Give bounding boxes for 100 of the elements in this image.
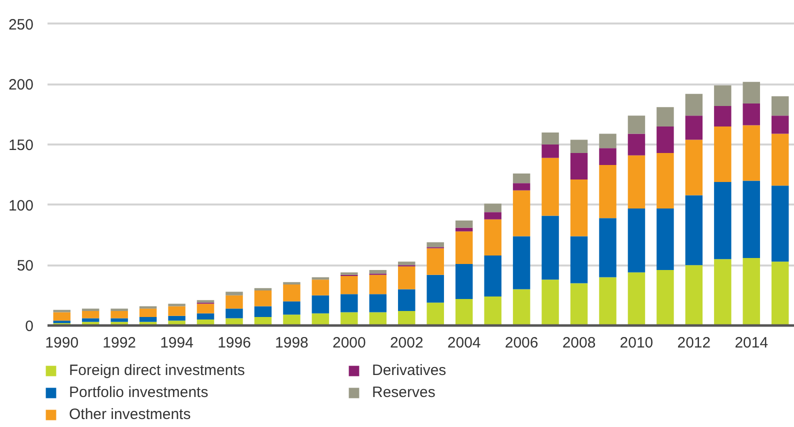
bar (455, 228, 473, 232)
x-tick-label: 2000 (332, 334, 366, 352)
legend-label: Foreign direct investments (69, 361, 245, 379)
bar (628, 116, 646, 134)
bar (139, 317, 157, 322)
bar (283, 301, 300, 315)
bar (110, 318, 128, 322)
bar (426, 274, 444, 303)
bar (139, 306, 157, 309)
bar (426, 248, 444, 275)
bar (742, 180, 760, 258)
bar (772, 186, 789, 262)
bar (542, 144, 559, 158)
bar (570, 180, 588, 236)
bar (742, 125, 760, 181)
bar (455, 298, 473, 326)
bar (685, 140, 703, 196)
bar (772, 116, 789, 134)
bar (599, 165, 616, 218)
bar (628, 134, 646, 156)
bar (714, 126, 732, 182)
bar (254, 290, 272, 306)
bar (484, 212, 502, 220)
bar (542, 132, 559, 145)
bar (599, 134, 616, 148)
bar (685, 265, 703, 326)
bar (369, 274, 387, 294)
x-tick-label: 2008 (562, 334, 596, 352)
bar (312, 280, 330, 296)
bar (628, 208, 646, 272)
y-tick-label: 0 (25, 318, 34, 335)
x-tick-label: 2012 (677, 334, 711, 352)
bar (742, 258, 760, 326)
bar (685, 116, 703, 140)
bar (312, 313, 330, 326)
x-tick-label: 2006 (504, 334, 538, 352)
bar (542, 280, 559, 326)
bar (53, 312, 70, 321)
bar (283, 314, 300, 326)
bar (570, 140, 588, 153)
bar (656, 270, 674, 326)
bar (312, 277, 330, 280)
bar (628, 272, 646, 326)
bar (82, 318, 100, 322)
bar (570, 283, 588, 326)
bar (340, 294, 358, 312)
x-tick-label: 1998 (275, 334, 308, 352)
bar (398, 289, 416, 312)
bar (628, 155, 646, 208)
legend-label: Other investments (69, 405, 191, 423)
bar (512, 236, 530, 290)
bar (599, 218, 616, 278)
bar (714, 85, 732, 106)
bar (599, 277, 616, 326)
bar (714, 182, 732, 260)
bar (426, 242, 444, 248)
bar (656, 152, 674, 208)
bar (254, 306, 272, 318)
bar (714, 106, 732, 126)
bar (82, 308, 100, 312)
bar (570, 236, 588, 284)
bar (340, 276, 358, 294)
legend-label: Derivatives (372, 361, 446, 379)
bar (110, 311, 128, 318)
x-tick-label: 2014 (734, 334, 768, 352)
bar (168, 306, 186, 316)
y-tick-label: 250 (8, 16, 34, 34)
bar (312, 295, 330, 314)
bar (512, 183, 530, 190)
x-tick-label: 2010 (620, 334, 654, 352)
bar (283, 284, 300, 302)
bar (656, 107, 674, 126)
legend-label: Portfolio investments (69, 383, 208, 401)
bar (455, 231, 473, 264)
x-tick-label: 2004 (447, 334, 481, 352)
legend-label: Reserves (372, 383, 436, 401)
x-tick-label: 1990 (45, 334, 79, 352)
y-tick-label: 100 (8, 197, 34, 214)
bar (398, 311, 416, 326)
bar (168, 316, 186, 321)
bar (139, 308, 157, 318)
bar (254, 288, 272, 291)
x-tick-label: 1996 (218, 334, 251, 352)
bar (512, 289, 530, 326)
bar (340, 312, 358, 326)
bar (82, 311, 100, 318)
y-tick-label: 150 (8, 137, 34, 154)
bar (196, 300, 214, 303)
bar (714, 259, 732, 326)
bar (542, 216, 559, 280)
bar (455, 220, 473, 228)
bar (484, 204, 502, 212)
bar (772, 96, 789, 116)
bar (599, 148, 616, 166)
bar (110, 308, 128, 312)
bar (656, 208, 674, 270)
bar (196, 313, 214, 320)
bar (742, 82, 760, 104)
x-tick-label: 2002 (390, 334, 424, 352)
x-tick-label: 1994 (160, 334, 194, 352)
